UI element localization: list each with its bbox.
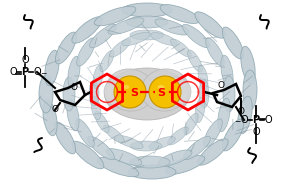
Text: −: − — [40, 69, 46, 78]
Ellipse shape — [165, 156, 205, 174]
Ellipse shape — [243, 70, 257, 110]
Ellipse shape — [122, 32, 150, 46]
Ellipse shape — [222, 119, 244, 151]
Ellipse shape — [93, 65, 103, 89]
Text: O: O — [51, 105, 59, 115]
Ellipse shape — [72, 141, 104, 169]
Ellipse shape — [43, 100, 57, 136]
Ellipse shape — [123, 85, 129, 89]
Ellipse shape — [91, 96, 101, 120]
Ellipse shape — [222, 27, 244, 59]
Ellipse shape — [72, 17, 102, 43]
Ellipse shape — [67, 99, 79, 131]
Ellipse shape — [89, 24, 116, 48]
Ellipse shape — [108, 18, 144, 34]
Ellipse shape — [97, 157, 139, 177]
Text: O: O — [33, 67, 41, 77]
Ellipse shape — [171, 39, 191, 57]
Ellipse shape — [130, 141, 162, 151]
Text: O: O — [218, 81, 225, 91]
Ellipse shape — [122, 3, 172, 17]
Ellipse shape — [103, 125, 124, 143]
Ellipse shape — [130, 30, 164, 40]
Ellipse shape — [204, 119, 222, 147]
Ellipse shape — [168, 127, 188, 145]
Text: O: O — [9, 67, 17, 77]
Ellipse shape — [55, 32, 77, 64]
Ellipse shape — [158, 150, 192, 166]
Ellipse shape — [68, 56, 80, 88]
Ellipse shape — [89, 80, 99, 106]
Ellipse shape — [54, 122, 76, 154]
Ellipse shape — [115, 135, 143, 149]
Ellipse shape — [158, 85, 165, 89]
Ellipse shape — [184, 113, 198, 135]
Ellipse shape — [130, 156, 170, 168]
Ellipse shape — [110, 39, 130, 57]
Ellipse shape — [104, 77, 136, 107]
Ellipse shape — [221, 55, 233, 89]
Ellipse shape — [238, 96, 252, 134]
Text: O: O — [252, 127, 260, 137]
Ellipse shape — [195, 97, 205, 123]
Ellipse shape — [126, 16, 168, 28]
Ellipse shape — [151, 33, 177, 45]
Ellipse shape — [218, 98, 230, 132]
Ellipse shape — [104, 68, 190, 120]
Circle shape — [149, 76, 181, 108]
Ellipse shape — [77, 38, 95, 66]
Ellipse shape — [199, 80, 209, 108]
Circle shape — [114, 76, 146, 108]
Ellipse shape — [159, 77, 191, 107]
Text: O: O — [264, 115, 272, 125]
Ellipse shape — [88, 136, 114, 160]
Ellipse shape — [141, 69, 189, 111]
Ellipse shape — [106, 149, 142, 165]
Ellipse shape — [198, 65, 208, 91]
Ellipse shape — [188, 50, 202, 72]
Ellipse shape — [95, 111, 109, 133]
Ellipse shape — [39, 75, 53, 113]
Text: S: S — [157, 88, 165, 98]
Text: O: O — [240, 115, 248, 125]
Text: S: S — [130, 88, 138, 98]
Ellipse shape — [160, 5, 200, 23]
Ellipse shape — [45, 50, 59, 86]
Ellipse shape — [223, 76, 235, 112]
Ellipse shape — [128, 165, 176, 179]
Ellipse shape — [76, 119, 94, 147]
Text: O: O — [71, 83, 78, 91]
Ellipse shape — [206, 38, 224, 66]
Ellipse shape — [155, 19, 189, 35]
Ellipse shape — [149, 137, 175, 149]
Text: O: O — [21, 55, 29, 65]
Ellipse shape — [183, 24, 210, 48]
Ellipse shape — [106, 69, 154, 111]
Ellipse shape — [94, 6, 136, 26]
Ellipse shape — [183, 136, 211, 160]
Text: O: O — [238, 108, 245, 116]
Text: P: P — [21, 67, 29, 77]
Ellipse shape — [198, 139, 228, 165]
Ellipse shape — [195, 12, 225, 38]
Ellipse shape — [100, 50, 114, 72]
Ellipse shape — [241, 46, 255, 84]
Ellipse shape — [63, 77, 75, 111]
Text: −: − — [235, 117, 241, 126]
Text: P: P — [253, 115, 260, 125]
